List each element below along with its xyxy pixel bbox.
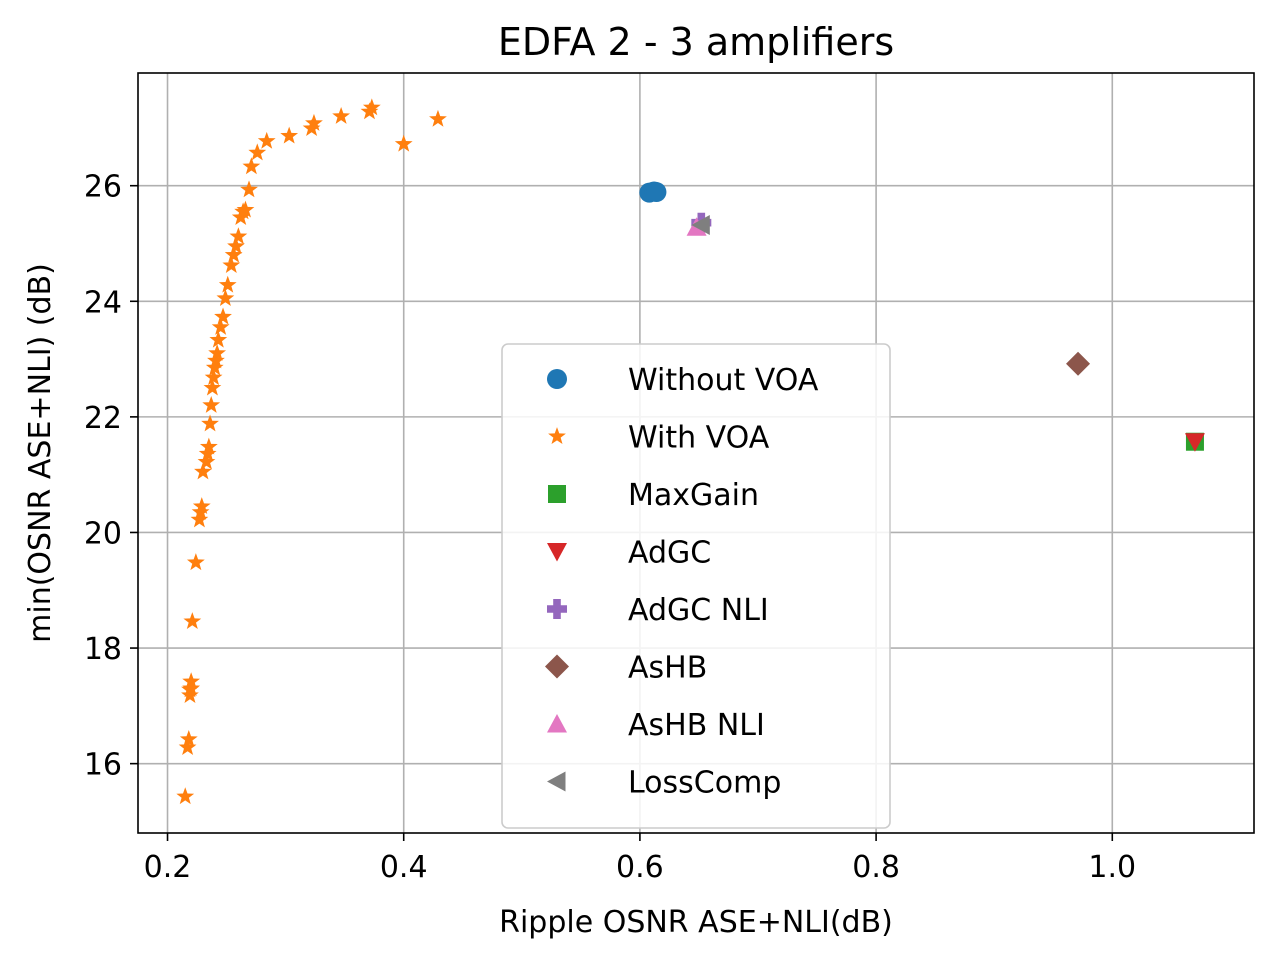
- point-with-voa: [224, 245, 243, 263]
- y-tick-label: 20: [84, 516, 122, 551]
- point-with-voa: [429, 109, 447, 127]
- x-tick-label: 0.4: [380, 850, 428, 885]
- x-tick-label: 1.0: [1088, 850, 1136, 885]
- point-with-voa: [197, 452, 216, 470]
- x-tick-label: 0.8: [852, 850, 900, 885]
- point-with-voa: [214, 307, 232, 325]
- point-ashb: [1066, 351, 1091, 376]
- point-with-voa: [242, 157, 261, 175]
- y-tick-label: 22: [84, 401, 122, 436]
- data-points: [176, 98, 1205, 805]
- y-tick-label: 18: [84, 632, 122, 667]
- point-with-voa: [199, 437, 218, 455]
- chart-title: EDFA 2 - 3 amplifiers: [498, 20, 894, 64]
- point-adgc: [1184, 433, 1205, 452]
- point-with-voa: [205, 358, 224, 376]
- point-with-voa: [280, 126, 299, 144]
- point-with-voa: [176, 787, 195, 805]
- point-with-voa: [178, 738, 197, 756]
- legend-label-adgc-nli: AdGC NLI: [628, 593, 769, 628]
- legend-marker-adgc: [547, 543, 567, 562]
- legend-marker-ashb-nli: [547, 714, 567, 733]
- y-tick-label: 16: [84, 748, 122, 783]
- point-with-voa: [216, 289, 235, 306]
- legend-marker-with-voa: [548, 427, 566, 445]
- point-losscomp: [691, 215, 710, 235]
- legend-label-ashb-nli: AsHB NLI: [628, 708, 765, 743]
- point-with-voa: [240, 180, 258, 198]
- point-with-voa: [194, 462, 212, 480]
- legend-marker-ashb: [545, 654, 569, 679]
- x-tick-label: 0.2: [144, 850, 192, 885]
- point-with-voa: [211, 317, 230, 335]
- legend-marker-maxgain: [548, 485, 566, 503]
- legend-marker-adgc-nli: [547, 599, 567, 619]
- point-with-voa: [201, 414, 219, 432]
- legend-marker-without-voa: [547, 369, 567, 389]
- point-without-voa: [646, 182, 667, 203]
- point-with-voa: [222, 256, 241, 274]
- legend-label-losscomp: LossComp: [628, 766, 781, 801]
- point-with-voa: [207, 351, 225, 369]
- y-axis-label: min(OSNR ASE+NLI) (dB): [23, 263, 58, 643]
- point-with-voa: [192, 497, 211, 515]
- point-with-voa: [257, 131, 276, 149]
- point-with-voa: [305, 113, 323, 131]
- legend-label-adgc: AdGC: [628, 536, 711, 571]
- x-tick-label: 0.6: [616, 850, 664, 885]
- point-with-voa: [190, 510, 209, 528]
- legend-label-without-voa: Without VOA: [628, 363, 819, 398]
- point-with-voa: [332, 107, 351, 124]
- point-with-voa: [229, 227, 248, 245]
- legend-box: [501, 343, 891, 829]
- point-with-voa: [218, 275, 237, 293]
- point-with-voa: [362, 98, 381, 116]
- point-with-voa: [236, 200, 255, 218]
- point-with-voa: [208, 343, 227, 361]
- axis-ticks: 0.2 0.4 0.6 0.8 1.0 16 18 20 22 24 26: [84, 170, 1136, 885]
- legend-marker-losscomp: [547, 771, 566, 792]
- y-tick-label: 26: [84, 170, 122, 205]
- point-with-voa: [227, 237, 245, 254]
- point-with-voa: [198, 444, 217, 462]
- point-with-voa: [182, 679, 201, 697]
- plot-frame: [137, 72, 1255, 834]
- point-with-voa: [203, 378, 222, 396]
- point-with-voa: [204, 368, 223, 386]
- point-with-voa: [209, 330, 228, 348]
- point-with-voa: [248, 143, 267, 161]
- point-with-voa: [179, 730, 198, 747]
- point-with-voa: [181, 686, 199, 704]
- legend-label-maxgain: MaxGain: [628, 478, 759, 513]
- point-with-voa: [186, 553, 205, 571]
- point-with-voa: [183, 612, 202, 630]
- legend-label-with-voa: With VOA: [628, 421, 770, 456]
- legend-label-ashb: AsHB: [628, 651, 707, 686]
- point-with-voa: [202, 395, 221, 413]
- x-axis-label: Ripple OSNR ASE+NLI(dB): [499, 905, 893, 940]
- y-tick-label: 24: [84, 285, 122, 320]
- point-with-voa: [191, 502, 210, 520]
- legend: Without VOA With VOA MaxGain AdGC AdGC NLI As…: [501, 343, 891, 829]
- point-with-voa: [394, 134, 413, 152]
